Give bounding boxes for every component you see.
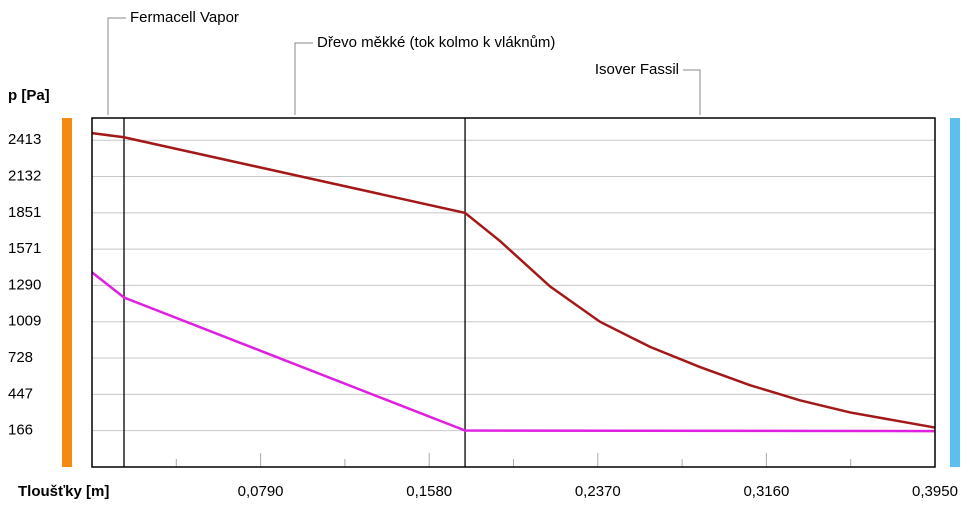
data-line [91, 131, 936, 429]
annotation: Dřevo měkké (tok kolmo k vláknům) [317, 34, 555, 51]
y-axis-label: p [Pa] [8, 87, 50, 104]
y-tick-label: 1009 [8, 313, 41, 330]
right-boundary-bar [950, 118, 960, 467]
left-boundary-bar [62, 118, 72, 467]
y-tick-label: 1290 [8, 276, 41, 293]
x-tick-label: 0,2370 [575, 483, 621, 500]
plot-border [91, 117, 936, 468]
x-tick-label: 0,3160 [743, 483, 789, 500]
y-tick-label: 1571 [8, 240, 41, 257]
data-line [91, 271, 936, 433]
x-tick-label: 0,1580 [406, 483, 452, 500]
x-tick-label: 0,0790 [238, 483, 284, 500]
y-tick-label: 166 [8, 422, 33, 439]
y-tick-label: 2413 [8, 131, 41, 148]
x-axis-label: Tloušťky [m] [18, 483, 109, 500]
y-tick-label: 447 [8, 385, 33, 402]
y-tick-label: 728 [8, 349, 33, 366]
y-tick-label: 2132 [8, 168, 41, 185]
annotation: Isover Fassil [595, 61, 679, 78]
annotation: Fermacell Vapor [130, 9, 239, 26]
y-tick-label: 1851 [8, 204, 41, 221]
annotation-leaders [107, 17, 701, 115]
plot-area [92, 118, 935, 467]
x-tick-label: 0,3950 [912, 483, 958, 500]
